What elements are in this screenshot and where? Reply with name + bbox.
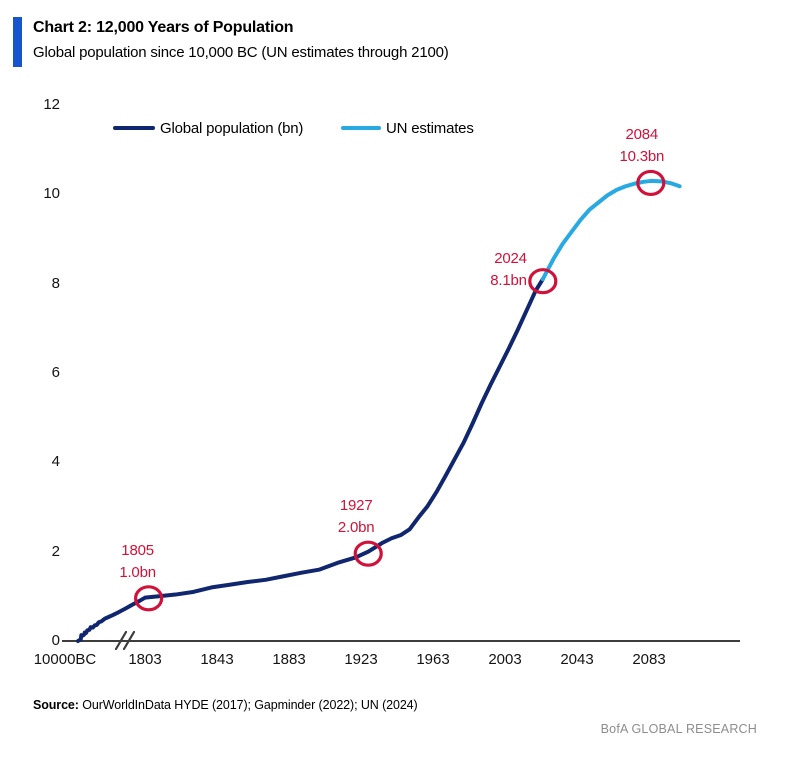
callout-value: 8.1bn <box>490 272 527 290</box>
y-axis-label: 4 <box>51 453 60 471</box>
x-axis-label: 2043 <box>560 651 594 668</box>
callout-year: 1805 <box>121 541 154 559</box>
legend-swatch-navy <box>113 125 155 131</box>
callout-year: 2024 <box>494 250 527 268</box>
brand-mark: BofA GLOBAL RESEARCH <box>600 722 757 736</box>
legend-item-global-population: Global population (bn) <box>113 119 303 137</box>
page-title: Chart 2: 12,000 Years of Population <box>33 19 294 36</box>
callout-2084: 2084 10.3bn <box>597 124 687 168</box>
callout-circle-1927 <box>353 540 383 567</box>
page-subtitle: Global population since 10,000 BC (UN es… <box>33 44 449 61</box>
x-axis-label: 1923 <box>344 651 378 668</box>
accent-bar <box>13 17 22 67</box>
x-axis-label: 2083 <box>632 651 666 668</box>
y-axis-label: 12 <box>43 96 60 113</box>
x-axis-label: 2003 <box>488 651 522 668</box>
y-axis-label: 2 <box>51 542 60 560</box>
x-axis-label: 1883 <box>272 651 306 668</box>
callout-2024: 2024 8.1bn <box>437 248 527 292</box>
callout-circle-1805 <box>134 585 164 612</box>
callout-1927: 1927 2.0bn <box>311 495 401 539</box>
callout-value: 1.0bn <box>119 563 156 581</box>
legend-label: Global population (bn) <box>160 119 304 137</box>
y-axis-label: 10 <box>43 185 60 203</box>
callout-circle-2084 <box>636 169 666 197</box>
source-label: Source: <box>33 698 79 712</box>
callout-1805: 1805 1.0bn <box>93 540 183 584</box>
callout-value: 2.0bn <box>337 519 375 537</box>
axis-break-mark <box>122 630 136 651</box>
x-axis-label: 10000BC <box>33 651 97 668</box>
callout-year: 1927 <box>339 497 373 515</box>
x-axis-label: 1963 <box>416 651 450 668</box>
source-note: Source: OurWorldInData HYDE (2017); Gapm… <box>33 698 418 712</box>
y-axis-label: 6 <box>51 364 60 381</box>
legend-label: UN estimates <box>386 119 474 137</box>
axis-break-mark <box>114 630 128 651</box>
source-text: OurWorldInData HYDE (2017); Gapminder (2… <box>82 698 418 712</box>
y-axis-label: 0 <box>51 632 60 649</box>
legend-item-un-estimates: UN estimates <box>341 119 474 137</box>
callout-value: 10.3bn <box>619 148 665 166</box>
historical-population-line <box>76 277 545 643</box>
x-axis-label: 1803 <box>128 651 162 668</box>
legend-swatch-lightblue <box>341 125 381 131</box>
y-axis-label: 8 <box>51 274 60 292</box>
callout-year: 2084 <box>625 126 659 144</box>
un-estimates-line <box>540 178 682 282</box>
callout-circle-2024 <box>528 268 558 295</box>
x-axis-label: 1843 <box>200 651 234 668</box>
